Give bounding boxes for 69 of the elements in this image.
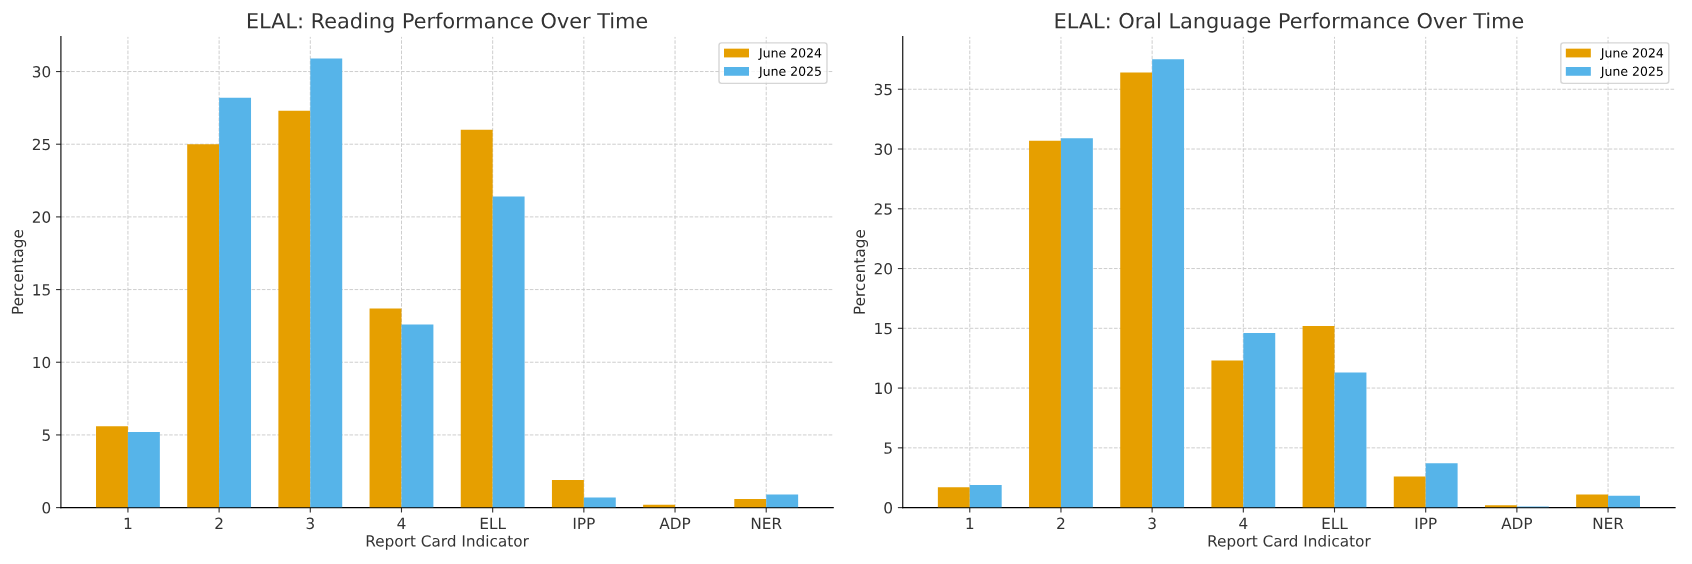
- bar: [1243, 333, 1276, 508]
- bar: [734, 498, 767, 508]
- bar: [583, 497, 616, 508]
- y-tick-label: 10: [33, 356, 51, 369]
- bar: [1608, 495, 1640, 508]
- bar: [1334, 372, 1367, 508]
- x-tick-label: 3: [1148, 517, 1156, 530]
- x-tick-label: 1: [124, 517, 132, 529]
- legend-label: June 2024: [758, 48, 822, 60]
- bar: [1425, 463, 1458, 508]
- y-axis-title: Percentage: [11, 229, 27, 314]
- y-tick-label: 5: [884, 442, 892, 454]
- y-tick-label: 25: [32, 138, 50, 151]
- y-tick-label: 20: [874, 263, 893, 275]
- bar: [1211, 360, 1244, 508]
- chart-title: ELAL: Reading Performance Over Time: [247, 12, 648, 33]
- y-tick-label: 30: [32, 66, 51, 78]
- x-axis-title: Report Card Indicator: [1208, 534, 1371, 550]
- bar: [1302, 325, 1335, 508]
- x-tick-label: 2: [1057, 517, 1065, 529]
- x-tick-label: NER: [751, 517, 782, 529]
- bar: [369, 308, 402, 508]
- y-tick-label: 15: [33, 284, 50, 296]
- y-tick-label: 30: [874, 143, 893, 156]
- bar: [1060, 138, 1093, 508]
- bar: [1120, 72, 1153, 508]
- y-tick-label: 10: [875, 382, 893, 395]
- bar: [127, 432, 160, 508]
- bar: [219, 97, 252, 508]
- y-tick-label: 0: [884, 502, 893, 514]
- y-tick-label: 20: [32, 211, 51, 223]
- bar: [278, 110, 311, 508]
- x-tick-label: IPP: [573, 517, 595, 529]
- y-tick-label: 5: [42, 429, 50, 441]
- x-tick-label: IPP: [1415, 517, 1437, 529]
- x-axis-title: Report Card Indicator: [366, 534, 529, 550]
- bar: [492, 196, 525, 508]
- legend-label: June 2025: [1600, 66, 1663, 79]
- x-tick-label: 2: [215, 517, 223, 529]
- legend-label: June 2025: [758, 66, 821, 79]
- legend-label: June 2024: [1600, 48, 1664, 60]
- bar: [310, 58, 343, 508]
- chart-title: ELAL: Oral Language Performance Over Time: [1055, 12, 1524, 33]
- bar: [401, 324, 434, 508]
- y-tick-label: 35: [874, 83, 892, 96]
- bar: [551, 479, 584, 508]
- bar: [969, 484, 1002, 508]
- bar: [1576, 494, 1609, 508]
- x-tick-label: 1: [966, 517, 974, 529]
- y-tick-label: 0: [42, 502, 51, 514]
- x-tick-label: ADP: [659, 517, 691, 529]
- y-axis-title: Percentage: [853, 229, 869, 314]
- x-tick-label: ELL: [1322, 517, 1348, 529]
- x-tick-label: NER: [1593, 517, 1624, 529]
- x-tick-label: 4: [1239, 517, 1248, 529]
- x-tick-label: 4: [397, 517, 406, 529]
- bar: [1152, 59, 1185, 508]
- bar: [187, 144, 220, 508]
- x-tick-label: ELL: [480, 517, 506, 529]
- bar: [937, 487, 970, 508]
- bar: [96, 426, 128, 508]
- bar: [1029, 140, 1061, 508]
- x-tick-label: 3: [306, 517, 314, 530]
- bar: [460, 129, 493, 508]
- y-tick-label: 25: [874, 203, 892, 215]
- bar: [766, 494, 799, 508]
- x-tick-label: ADP: [1501, 517, 1533, 529]
- y-tick-label: 15: [875, 322, 892, 335]
- bar: [1393, 476, 1426, 508]
